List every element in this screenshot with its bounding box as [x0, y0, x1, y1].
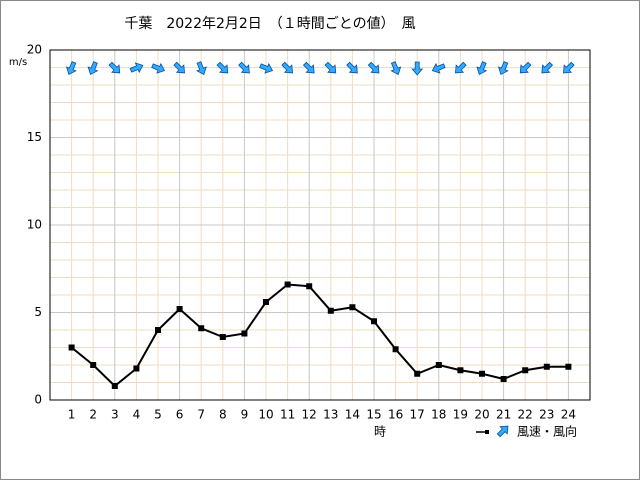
point: [392, 346, 399, 353]
point: [133, 365, 140, 372]
point: [435, 362, 442, 368]
wind-arrow: [129, 62, 144, 74]
y-tick-label: 0: [34, 393, 42, 407]
wind-arrow: [324, 61, 337, 74]
x-tick-label: 22: [518, 408, 533, 422]
wind-arrow: [173, 61, 185, 74]
x-tick-label: 1: [68, 408, 76, 422]
wind-arrow: [411, 61, 424, 76]
point: [68, 344, 75, 351]
x-tick-label: 18: [431, 408, 446, 422]
y-tick-label: 15: [27, 130, 42, 144]
y-axis-label: m/s: [9, 57, 27, 68]
wind-arrow: [259, 62, 274, 74]
wind-arrow: [367, 61, 380, 74]
x-tick-label: 23: [539, 408, 554, 422]
x-tick-label: 7: [197, 408, 205, 422]
wind-arrow: [196, 61, 207, 76]
point: [522, 367, 529, 374]
wind-arrow: [390, 61, 402, 76]
point: [284, 281, 291, 288]
line: [70, 283, 569, 388]
wind-arrow: [346, 61, 358, 74]
legend-label: 風速・風向: [517, 424, 577, 439]
x-tick-label: 6: [176, 408, 184, 422]
x-tick-label: 21: [496, 408, 511, 422]
x-tick-label: 2: [89, 408, 97, 422]
x-tick-label: 14: [345, 408, 360, 422]
x-tick-label: 15: [366, 408, 381, 422]
point: [263, 299, 269, 305]
wind-arrow: [108, 61, 121, 74]
plot-border: [49, 49, 591, 401]
point: [219, 334, 226, 340]
x-tick-label: 16: [388, 408, 403, 422]
x-tick-label: 11: [280, 408, 295, 422]
wind-arrow: [455, 61, 467, 74]
point: [306, 283, 313, 290]
wind-arrow: [431, 62, 446, 74]
x-tick-label: 12: [302, 408, 317, 422]
point: [241, 330, 248, 337]
x-tick-label: 3: [111, 408, 119, 422]
x-axis-label: 時: [374, 425, 386, 439]
point: [198, 325, 205, 332]
x-tick-label: 5: [154, 408, 162, 422]
wind-arrow: [302, 61, 315, 74]
wind-arrow: [216, 61, 229, 74]
y-tick-label: 10: [27, 218, 42, 232]
wind-arrow: [238, 61, 250, 74]
x-tick-label: 24: [561, 408, 576, 422]
x-tick-label: 8: [219, 408, 227, 422]
point: [327, 307, 334, 314]
x-tick-label: 10: [258, 408, 273, 422]
y-tick-label: 20: [27, 43, 42, 57]
wind-arrow: [519, 61, 532, 74]
wind-arrow: [151, 62, 166, 74]
wind-arrow: [541, 61, 554, 74]
point: [500, 376, 507, 382]
legend-arrow: [496, 425, 509, 438]
point: [457, 367, 464, 374]
point: [565, 363, 572, 370]
y-tick-label: 5: [34, 305, 42, 319]
wind-arrow: [65, 61, 77, 76]
wind-arrow: [563, 61, 575, 74]
chart-title: 千葉 2022年2月2日 （１時間ごとの値） 風: [124, 16, 415, 32]
point: [90, 362, 97, 368]
x-tick-label: 19: [453, 408, 468, 422]
point: [111, 383, 118, 389]
point: [176, 306, 183, 312]
wind-arrow: [497, 61, 509, 76]
x-tick-label: 20: [474, 408, 489, 422]
point: [543, 363, 550, 370]
wind-arrow: [476, 61, 488, 76]
wind-arrow: [87, 61, 99, 76]
point: [479, 370, 485, 377]
point: [349, 304, 356, 311]
x-tick-label: 17: [410, 408, 425, 422]
legend-dot: [485, 430, 489, 434]
point: [414, 370, 421, 377]
point: [155, 327, 161, 333]
x-tick-label: 4: [133, 408, 141, 422]
x-tick-label: 13: [323, 408, 338, 422]
point: [371, 318, 377, 325]
x-tick-label: 9: [241, 408, 249, 422]
wind-arrow: [281, 61, 293, 74]
